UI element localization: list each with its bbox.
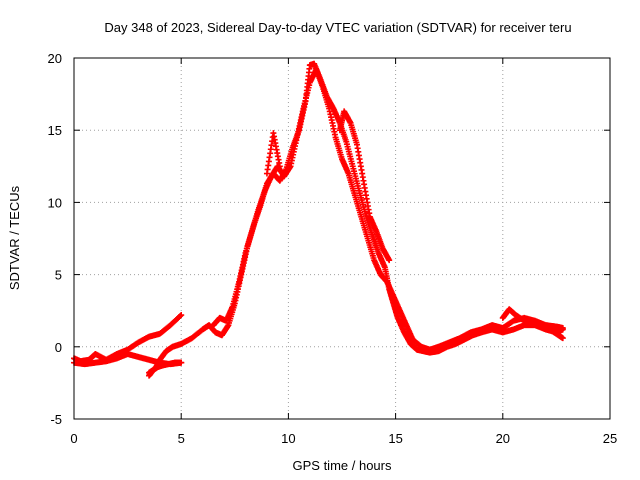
y-tick-label: 10: [48, 195, 62, 210]
series-track-d: [210, 66, 566, 353]
data-point: [178, 359, 185, 366]
series-track-h: [499, 306, 566, 342]
y-tick-label: -5: [50, 412, 62, 427]
x-axis-label: GPS time / hours: [293, 458, 392, 473]
plot-frame: [73, 57, 611, 420]
plot-area: [71, 60, 566, 379]
x-tick-label: 25: [603, 431, 617, 446]
x-tick-label: 0: [70, 431, 77, 446]
data-point: [276, 163, 283, 170]
axis-ticks: 0 5 10 15 20 25 -5 0 5 10 15 20: [48, 51, 618, 446]
series-track-e: [263, 130, 283, 177]
series-track-g: [146, 359, 185, 379]
data-point: [386, 257, 393, 264]
data-point: [178, 312, 185, 319]
y-axis-label: SDTVAR / TECUs: [7, 185, 22, 290]
data-point: [559, 335, 566, 342]
chart-title: Day 348 of 2023, Sidereal Day-to-day VTE…: [104, 20, 571, 35]
y-tick-label: 15: [48, 123, 62, 138]
data-point: [177, 313, 184, 320]
y-tick-label: 20: [48, 51, 62, 66]
series-track-f: [336, 108, 393, 264]
x-tick-label: 15: [388, 431, 402, 446]
data-point: [559, 325, 566, 332]
y-tick-label: 5: [55, 268, 62, 283]
x-tick-label: 10: [281, 431, 295, 446]
y-tick-label: 0: [55, 340, 62, 355]
x-tick-label: 20: [496, 431, 510, 446]
x-tick-label: 5: [178, 431, 185, 446]
